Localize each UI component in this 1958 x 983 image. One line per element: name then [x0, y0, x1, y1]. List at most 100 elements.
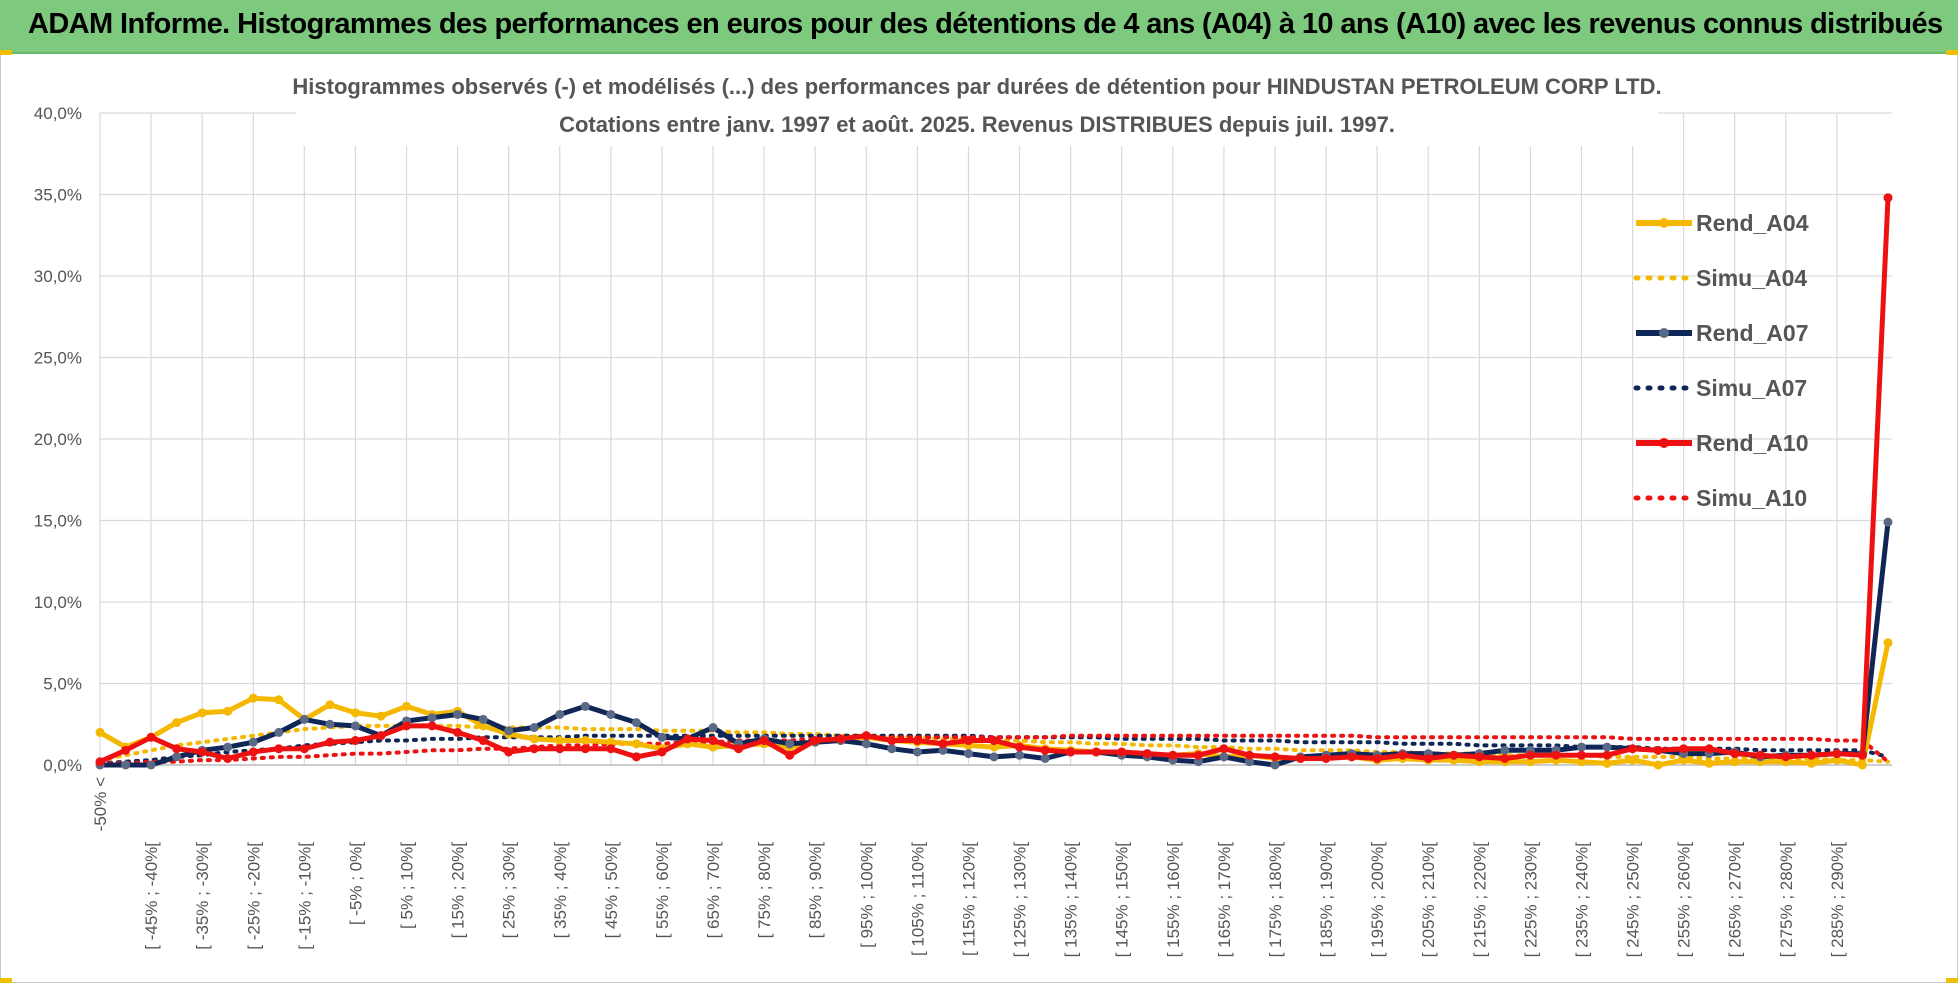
x-tick-label: [ 105% ; 110%[	[908, 842, 927, 956]
data-point	[325, 719, 335, 729]
x-tick-label: [ -25% ; -20%[	[244, 842, 263, 950]
x-tick-label: [ -5% ; 0%[	[346, 842, 365, 925]
data-point	[580, 736, 590, 746]
data-point	[274, 695, 284, 705]
x-tick-label: [ -35% ; -30%[	[193, 842, 212, 950]
data-point	[1576, 750, 1586, 760]
data-point	[1193, 750, 1203, 760]
data-point	[1219, 744, 1229, 754]
data-point	[1576, 757, 1586, 767]
data-point	[912, 747, 922, 757]
y-tick-label: 30,0%	[34, 267, 82, 286]
data-point	[121, 745, 131, 755]
data-point	[1040, 753, 1050, 763]
series-line-rend_a10	[98, 197, 1891, 764]
data-point	[1730, 757, 1740, 767]
x-tick-label: [ 245% ; 250%[	[1624, 842, 1643, 958]
data-point	[197, 747, 207, 757]
data-point	[708, 723, 718, 733]
y-tick-label: 5,0%	[43, 675, 82, 694]
series-line-simu_a07	[98, 733, 1890, 766]
report-title: ADAM Informe. Histogrammes des performan…	[28, 8, 1943, 40]
legend-label: Rend_A04	[1696, 210, 1809, 236]
data-point	[1628, 755, 1638, 765]
x-tick-label: [ 235% ; 240%[	[1572, 842, 1591, 958]
data-point	[427, 721, 437, 731]
x-tick-label: [ 115% ; 120%[	[959, 842, 978, 956]
x-tick-label: [ 275% ; 280%[	[1777, 842, 1796, 958]
corner-mark	[1946, 50, 1958, 55]
data-point	[1832, 749, 1842, 759]
data-point	[1781, 752, 1791, 762]
data-point	[453, 709, 463, 719]
legend-label: Simu_A07	[1696, 375, 1807, 401]
data-point	[1628, 744, 1638, 754]
data-point	[1730, 749, 1740, 759]
series-group	[95, 193, 1893, 770]
legend-label: Simu_A04	[1696, 265, 1807, 291]
data-point	[963, 749, 973, 759]
data-point	[606, 744, 616, 754]
data-point	[529, 744, 539, 754]
x-tick-label: [ 185% ; 190%[	[1317, 842, 1336, 958]
data-point	[146, 760, 156, 770]
data-point	[1679, 755, 1689, 765]
data-point	[223, 753, 233, 763]
data-point	[938, 745, 948, 755]
data-point	[172, 752, 182, 762]
data-point	[1806, 758, 1816, 768]
data-point	[1091, 747, 1101, 757]
data-point	[95, 727, 105, 737]
x-tick-label: [ 205% ; 210%[	[1419, 842, 1438, 958]
data-point	[708, 742, 718, 752]
data-point	[1883, 193, 1893, 203]
data-point	[887, 744, 897, 754]
data-point	[478, 721, 488, 731]
data-point	[1244, 750, 1254, 760]
title-background	[296, 62, 1658, 146]
y-tick-label: 35,0%	[34, 186, 82, 205]
x-tick-label: [ -45% ; -40%[	[142, 842, 161, 950]
data-point	[1449, 750, 1459, 760]
x-tick-label: [ 265% ; 270%[	[1726, 842, 1745, 958]
x-axis: -50% < [ -45% ; -40%[[ -35% ; -30%[[ -25%…	[91, 777, 1847, 957]
data-point	[1806, 750, 1816, 760]
x-tick-label: [ 255% ; 260%[	[1675, 842, 1694, 958]
data-point	[785, 750, 795, 760]
data-point	[121, 760, 131, 770]
data-point	[1321, 753, 1331, 763]
data-point	[1372, 753, 1382, 763]
data-point	[376, 711, 386, 721]
data-point	[427, 713, 437, 723]
grid	[99, 112, 1892, 766]
data-point	[325, 737, 335, 747]
data-point	[580, 701, 590, 711]
x-tick-label: [ 25% ; 30%[	[500, 842, 519, 939]
data-point	[887, 736, 897, 746]
data-point	[1142, 749, 1152, 759]
y-tick-label: 20,0%	[34, 430, 82, 449]
data-point	[734, 744, 744, 754]
legend-marker	[1659, 438, 1669, 448]
data-point	[631, 752, 641, 762]
data-point	[350, 736, 360, 746]
data-point	[682, 734, 692, 744]
data-point	[504, 747, 514, 757]
x-tick-label: [ 55% ; 60%[	[653, 842, 672, 939]
data-point	[1423, 753, 1433, 763]
data-point	[1219, 752, 1229, 762]
data-point	[172, 744, 182, 754]
y-tick-label: 40,0%	[34, 104, 82, 123]
y-tick-label: 25,0%	[34, 349, 82, 368]
x-tick-label: [ 45% ; 50%[	[602, 842, 621, 939]
corner-mark	[0, 50, 12, 55]
data-point	[1602, 750, 1612, 760]
legend-label: Simu_A10	[1696, 485, 1807, 511]
line-chart: 0,0% 5,0% 10,0% 15,0% 20,0% 25,0% 30,0% 35,0% 40…	[34, 62, 1893, 957]
data-point	[402, 721, 412, 731]
data-point	[1500, 745, 1510, 755]
data-point	[350, 708, 360, 718]
x-tick-label: [ 155% ; 160%[	[1164, 842, 1183, 958]
legend-marker	[1659, 328, 1669, 338]
x-tick-label: [ -15% ; -10%[	[295, 842, 314, 950]
